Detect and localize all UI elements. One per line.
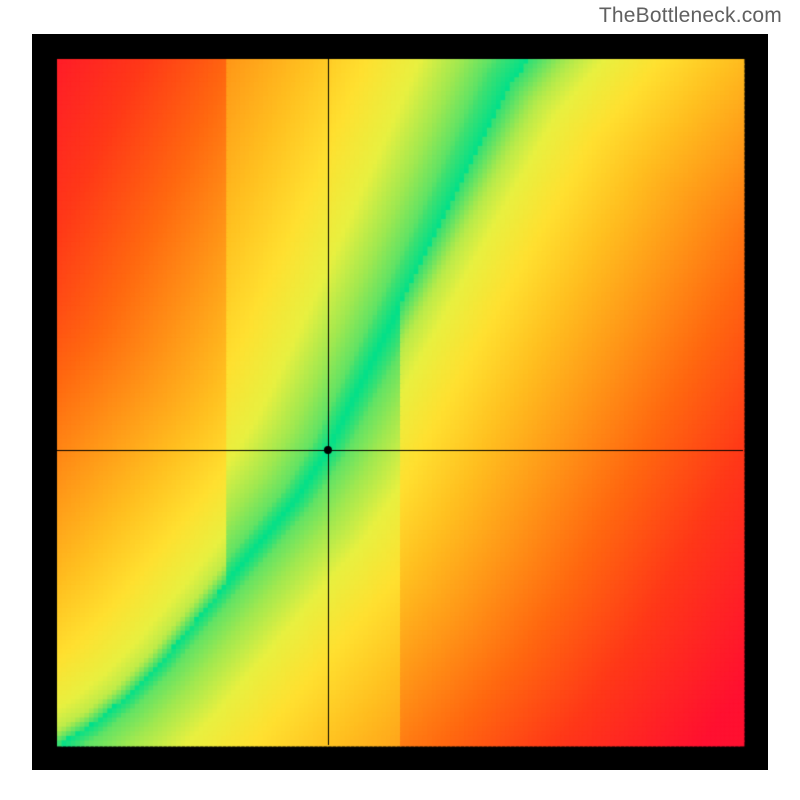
watermark-text: TheBottleneck.com — [599, 4, 782, 28]
heatmap-canvas — [32, 34, 768, 770]
plot-frame — [32, 34, 768, 770]
chart-container: TheBottleneck.com — [0, 0, 800, 800]
